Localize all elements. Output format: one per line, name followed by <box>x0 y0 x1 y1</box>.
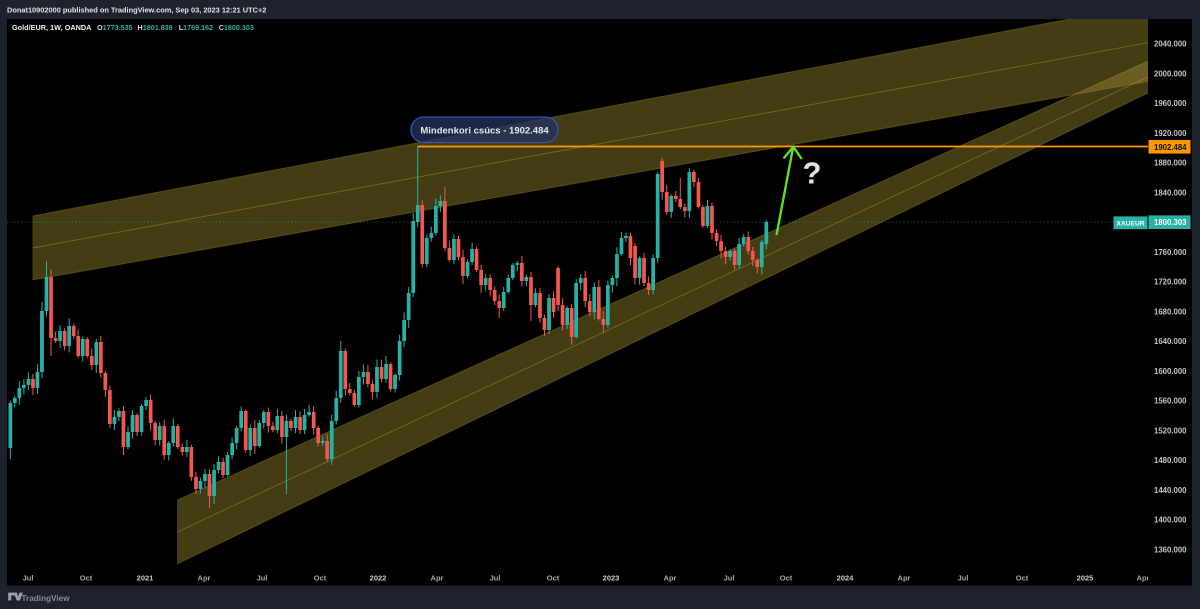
svg-text:2024: 2024 <box>837 574 855 583</box>
svg-text:1600.000: 1600.000 <box>1154 367 1187 376</box>
svg-text:1640.000: 1640.000 <box>1154 337 1187 346</box>
svg-text:1440.000: 1440.000 <box>1154 486 1187 495</box>
svg-text:1480.000: 1480.000 <box>1154 456 1187 465</box>
svg-text:Oct: Oct <box>1016 574 1029 583</box>
svg-text:Mindenkori csúcs - 1902.484: Mindenkori csúcs - 1902.484 <box>420 126 549 137</box>
svg-text:Jul: Jul <box>958 574 969 583</box>
svg-text:1720.000: 1720.000 <box>1154 278 1187 287</box>
svg-text:2000.000: 2000.000 <box>1154 69 1187 78</box>
svg-text:1800.303: 1800.303 <box>1154 218 1187 227</box>
svg-text:?: ? <box>803 156 822 191</box>
svg-text:2040.000: 2040.000 <box>1154 40 1187 49</box>
svg-text:Donat10902000 published on Tra: Donat10902000 published on TradingView.c… <box>7 6 266 15</box>
svg-text:Oct: Oct <box>314 574 327 583</box>
svg-text:Apr: Apr <box>198 574 211 583</box>
svg-text:Oct: Oct <box>80 574 93 583</box>
svg-text:Gold/EUR, 1W, OANDA: Gold/EUR, 1W, OANDA <box>12 23 92 32</box>
svg-text:Apr: Apr <box>664 574 677 583</box>
svg-text:1880.000: 1880.000 <box>1154 159 1187 168</box>
svg-text:Oct: Oct <box>780 574 793 583</box>
svg-text:C1800.303: C1800.303 <box>219 23 254 32</box>
svg-text:Jul: Jul <box>257 574 268 583</box>
svg-text:Apr: Apr <box>431 574 444 583</box>
svg-text:2025: 2025 <box>1077 574 1094 583</box>
svg-text:1520.000: 1520.000 <box>1154 426 1187 435</box>
svg-text:1360.000: 1360.000 <box>1154 545 1187 554</box>
svg-text:H1801.839: H1801.839 <box>138 23 173 32</box>
svg-text:XAUEUR: XAUEUR <box>1116 221 1144 228</box>
svg-text:Apr: Apr <box>898 574 911 583</box>
svg-text:O1773.535: O1773.535 <box>97 23 133 32</box>
svg-text:1680.000: 1680.000 <box>1154 307 1187 316</box>
svg-text:1560.000: 1560.000 <box>1154 397 1187 406</box>
svg-text:Jul: Jul <box>23 574 34 583</box>
svg-text:1760.000: 1760.000 <box>1154 248 1187 257</box>
svg-text:TradingView: TradingView <box>22 594 71 603</box>
svg-text:2021: 2021 <box>137 574 154 583</box>
svg-text:Apr: Apr <box>1137 574 1150 583</box>
svg-text:2022: 2022 <box>370 574 387 583</box>
svg-text:1920.000: 1920.000 <box>1154 129 1187 138</box>
svg-text:1400.000: 1400.000 <box>1154 516 1187 525</box>
svg-text:Jul: Jul <box>490 574 501 583</box>
svg-text:1960.000: 1960.000 <box>1154 99 1187 108</box>
svg-text:Jul: Jul <box>724 574 735 583</box>
svg-text:1902.484: 1902.484 <box>1154 143 1187 152</box>
svg-text:L1769.162: L1769.162 <box>179 23 213 32</box>
svg-text:1840.000: 1840.000 <box>1154 188 1187 197</box>
svg-text:2023: 2023 <box>603 574 620 583</box>
svg-text:Oct: Oct <box>547 574 560 583</box>
